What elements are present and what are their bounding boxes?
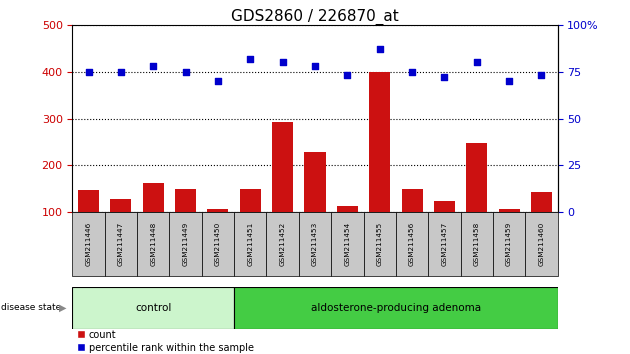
Point [213, 78, 223, 84]
Bar [272, 122, 293, 212]
Bar [337, 206, 358, 212]
Text: GSM211457: GSM211457 [442, 222, 447, 266]
Text: GSM211453: GSM211453 [312, 222, 318, 266]
Bar [461, 212, 493, 276]
Bar [110, 199, 132, 212]
Bar [428, 212, 461, 276]
Bar [304, 152, 326, 212]
Bar [175, 189, 196, 212]
Bar [240, 189, 261, 212]
Bar [266, 212, 299, 276]
Bar [78, 190, 99, 212]
Bar [396, 212, 428, 276]
Point [407, 69, 417, 74]
Text: ▶: ▶ [59, 303, 66, 313]
Bar [493, 212, 525, 276]
Bar [466, 143, 487, 212]
Bar [72, 212, 105, 276]
Text: GSM211455: GSM211455 [377, 222, 382, 266]
Point [342, 73, 352, 78]
Text: GSM211446: GSM211446 [86, 222, 91, 266]
Text: GSM211458: GSM211458 [474, 222, 479, 266]
Point [310, 63, 320, 69]
Point [504, 78, 514, 84]
Text: control: control [135, 303, 171, 313]
Bar [331, 212, 364, 276]
Text: GSM211454: GSM211454 [345, 222, 350, 266]
Bar [434, 201, 455, 212]
Bar [364, 212, 396, 276]
Bar [169, 212, 202, 276]
Bar [531, 192, 552, 212]
Text: GSM211451: GSM211451 [248, 222, 253, 266]
Bar [525, 212, 558, 276]
Bar [207, 209, 229, 212]
Legend: count, percentile rank within the sample: count, percentile rank within the sample [77, 330, 254, 353]
Text: GSM211460: GSM211460 [539, 222, 544, 266]
Point [84, 69, 94, 74]
Point [439, 74, 449, 80]
Title: GDS2860 / 226870_at: GDS2860 / 226870_at [231, 8, 399, 25]
Text: GSM211447: GSM211447 [118, 222, 124, 266]
Text: GSM211459: GSM211459 [506, 222, 512, 266]
Bar [299, 212, 331, 276]
Text: disease state: disease state [1, 303, 62, 313]
Bar [234, 212, 266, 276]
Point [181, 69, 191, 74]
Point [278, 59, 288, 65]
Text: aldosterone-producing adenoma: aldosterone-producing adenoma [311, 303, 481, 313]
Point [375, 46, 385, 52]
Text: GSM211449: GSM211449 [183, 222, 188, 266]
Bar [498, 209, 520, 212]
Point [536, 73, 546, 78]
Point [148, 63, 158, 69]
Bar [401, 189, 423, 212]
Point [245, 56, 255, 61]
Bar [143, 183, 164, 212]
Bar [202, 212, 234, 276]
Point [472, 59, 482, 65]
Bar [369, 72, 390, 212]
Text: GSM211450: GSM211450 [215, 222, 221, 266]
Bar [105, 212, 137, 276]
Bar [137, 212, 169, 276]
Bar [72, 287, 234, 329]
Text: GSM211452: GSM211452 [280, 222, 285, 266]
Text: GSM211448: GSM211448 [151, 222, 156, 266]
Point [116, 69, 126, 74]
Text: GSM211456: GSM211456 [409, 222, 415, 266]
Bar [234, 287, 558, 329]
